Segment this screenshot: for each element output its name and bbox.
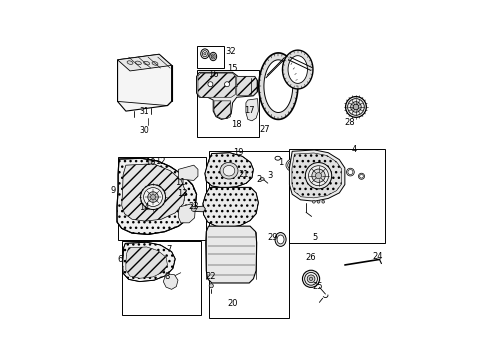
Polygon shape [236, 76, 257, 95]
Text: 25: 25 [312, 282, 323, 291]
Ellipse shape [352, 104, 358, 110]
Ellipse shape [200, 49, 208, 59]
Text: 1: 1 [278, 158, 283, 167]
Polygon shape [122, 242, 175, 282]
Text: 16: 16 [207, 70, 218, 79]
Polygon shape [122, 164, 185, 221]
Ellipse shape [285, 158, 304, 172]
Ellipse shape [135, 61, 141, 65]
Ellipse shape [317, 201, 319, 203]
Text: 9: 9 [110, 186, 115, 195]
Text: 31: 31 [139, 107, 148, 116]
Ellipse shape [212, 55, 214, 58]
Ellipse shape [207, 82, 212, 87]
Polygon shape [125, 247, 167, 278]
Ellipse shape [347, 99, 364, 115]
Text: 18: 18 [230, 120, 241, 129]
Ellipse shape [274, 233, 285, 246]
Text: 5: 5 [311, 233, 317, 242]
Ellipse shape [211, 54, 215, 59]
Text: 27: 27 [259, 125, 269, 134]
Ellipse shape [358, 173, 364, 179]
Text: 2: 2 [256, 175, 261, 184]
Ellipse shape [220, 162, 238, 179]
Ellipse shape [147, 192, 158, 202]
Polygon shape [178, 165, 198, 180]
Polygon shape [193, 206, 205, 212]
Text: 8: 8 [164, 273, 169, 282]
Ellipse shape [209, 52, 216, 61]
Ellipse shape [346, 168, 354, 176]
Polygon shape [245, 99, 258, 121]
Ellipse shape [321, 201, 324, 203]
Text: 17: 17 [243, 106, 254, 115]
Text: 19: 19 [233, 148, 244, 157]
Text: 20: 20 [227, 299, 237, 308]
Polygon shape [117, 54, 171, 71]
Ellipse shape [127, 61, 133, 64]
Text: 28: 28 [344, 118, 354, 127]
Ellipse shape [350, 102, 361, 112]
Ellipse shape [309, 277, 312, 280]
Ellipse shape [191, 207, 196, 211]
Polygon shape [287, 56, 307, 84]
Ellipse shape [308, 166, 328, 186]
Polygon shape [264, 60, 292, 112]
Ellipse shape [260, 177, 264, 180]
Polygon shape [258, 53, 297, 120]
Polygon shape [163, 274, 178, 289]
Ellipse shape [312, 201, 315, 203]
Ellipse shape [150, 194, 155, 199]
Ellipse shape [209, 284, 213, 288]
Polygon shape [203, 187, 258, 228]
Polygon shape [117, 158, 196, 234]
Polygon shape [198, 73, 235, 97]
Text: 7: 7 [166, 245, 172, 254]
Ellipse shape [224, 82, 229, 87]
Text: 22: 22 [205, 272, 215, 281]
Ellipse shape [359, 175, 363, 178]
Text: 12: 12 [155, 157, 166, 166]
Text: 6: 6 [117, 255, 122, 264]
Polygon shape [214, 101, 230, 118]
Ellipse shape [223, 166, 234, 176]
Ellipse shape [143, 188, 162, 207]
Text: 21: 21 [238, 170, 249, 179]
Ellipse shape [302, 270, 319, 287]
Polygon shape [117, 54, 171, 111]
Polygon shape [196, 72, 257, 120]
Polygon shape [178, 204, 195, 223]
Text: 26: 26 [305, 253, 315, 262]
Text: 13: 13 [176, 189, 187, 198]
Polygon shape [205, 226, 256, 283]
Ellipse shape [202, 51, 207, 57]
Text: 15: 15 [226, 64, 237, 73]
Ellipse shape [345, 96, 366, 117]
Text: 23: 23 [188, 202, 198, 211]
Text: 14: 14 [139, 203, 149, 212]
Ellipse shape [347, 170, 352, 175]
Text: 24: 24 [372, 252, 382, 261]
Ellipse shape [304, 273, 317, 285]
Ellipse shape [140, 185, 165, 210]
Polygon shape [204, 153, 253, 188]
Text: 11: 11 [175, 178, 185, 187]
Text: 3: 3 [267, 171, 272, 180]
Text: 32: 32 [225, 47, 236, 56]
Ellipse shape [306, 275, 314, 283]
Ellipse shape [152, 62, 158, 65]
Text: 30: 30 [139, 126, 148, 135]
Ellipse shape [315, 173, 321, 179]
Text: 29: 29 [267, 233, 278, 242]
Ellipse shape [305, 162, 331, 189]
Polygon shape [282, 50, 312, 89]
Ellipse shape [277, 235, 284, 244]
Ellipse shape [143, 61, 149, 65]
Ellipse shape [311, 169, 325, 183]
Text: 4: 4 [351, 145, 356, 154]
Polygon shape [291, 153, 341, 198]
Ellipse shape [203, 53, 205, 55]
Polygon shape [289, 150, 344, 201]
Text: 10: 10 [145, 158, 155, 167]
